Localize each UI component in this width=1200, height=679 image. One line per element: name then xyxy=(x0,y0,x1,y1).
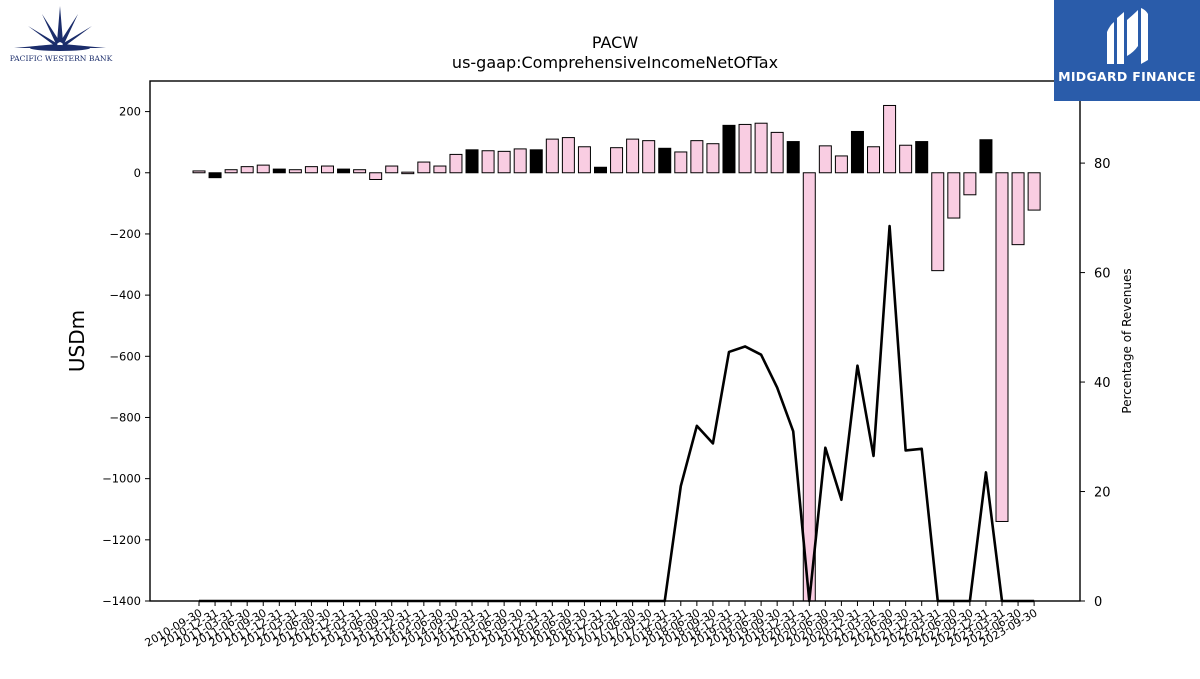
bar-2018-03-31 xyxy=(674,151,688,174)
plot-frame xyxy=(149,80,1081,602)
bar-2020-06-30 xyxy=(818,145,832,174)
bar-2021-12-31 xyxy=(915,141,929,174)
bar-2023-03-31 xyxy=(995,172,1009,522)
bar-2021-09-30 xyxy=(899,144,913,174)
y-tick-label: −800 xyxy=(109,410,141,424)
company-name: MIDGARD FINANCE xyxy=(1058,69,1196,84)
bar-2014-09-30 xyxy=(449,153,463,174)
bar-2011-09-30 xyxy=(256,164,270,174)
midgard-finance-logo: MIDGARD FINANCE xyxy=(1054,0,1200,101)
bar-2012-03-31 xyxy=(288,169,302,174)
bar-2015-12-31 xyxy=(529,149,543,174)
bar-2013-03-31 xyxy=(353,169,367,174)
bar-2011-12-31 xyxy=(272,168,286,174)
bar-2016-09-30 xyxy=(577,146,591,174)
bar-2019-03-31 xyxy=(738,123,752,174)
bar-2017-03-31 xyxy=(610,147,624,174)
y-tick-label: 200 xyxy=(119,105,141,119)
bar-2022-03-31 xyxy=(931,172,945,272)
bar-2023-06-30 xyxy=(1011,172,1025,246)
bar-2015-06-30 xyxy=(497,150,511,174)
y2-tick-label: 80 xyxy=(1094,157,1111,172)
y-tick-label: −400 xyxy=(109,288,141,302)
bar-2016-03-31 xyxy=(545,138,559,174)
chart-title: PACW xyxy=(592,33,638,52)
bar-2010-09-30 xyxy=(192,170,206,174)
bar-2015-03-31 xyxy=(481,150,495,174)
bar-2021-03-31 xyxy=(867,146,881,174)
bar-2014-12-31 xyxy=(465,149,479,174)
bar-2021-06-30 xyxy=(883,104,897,174)
percentage-line xyxy=(199,224,1035,603)
bar-2013-12-31 xyxy=(401,171,415,175)
bar-2022-12-31 xyxy=(979,139,993,174)
bar-2016-06-30 xyxy=(561,137,575,174)
bar-2020-12-31 xyxy=(850,130,864,174)
bar-2019-06-30 xyxy=(754,122,768,174)
bar-2017-09-30 xyxy=(642,140,656,174)
bar-2022-06-30 xyxy=(947,172,961,219)
starburst-icon xyxy=(14,6,106,51)
y-tick-label: −1400 xyxy=(102,594,141,608)
text-layer: 2000−200−400−600−800−1000−1200−140080604… xyxy=(65,33,1134,650)
y2-tick-label: 40 xyxy=(1094,376,1111,391)
bar-2018-06-30 xyxy=(690,140,704,174)
y2-tick-label: 60 xyxy=(1094,267,1111,282)
midgard-mark-icon xyxy=(1107,8,1148,64)
axes-layer xyxy=(145,80,1085,606)
bar-2020-03-31 xyxy=(802,172,816,602)
bar-2015-09-30 xyxy=(513,148,527,174)
bar-2011-06-30 xyxy=(240,166,254,174)
bar-2018-12-31 xyxy=(722,124,736,174)
bar-2011-03-31 xyxy=(224,169,238,174)
y-tick-label: −600 xyxy=(109,349,141,363)
bar-2020-09-30 xyxy=(834,155,848,174)
bar-2010-12-31 xyxy=(208,172,222,179)
bar-2012-06-30 xyxy=(304,166,318,174)
y-tick-label: −200 xyxy=(109,227,141,241)
y-axis-label: USDm xyxy=(65,310,89,372)
bar-2017-12-31 xyxy=(658,147,672,174)
bar-2016-12-31 xyxy=(594,166,607,174)
bars-layer xyxy=(192,104,1041,602)
y-tick-label: −1000 xyxy=(102,472,141,486)
bar-2018-09-30 xyxy=(706,143,720,174)
y2-tick-label: 0 xyxy=(1094,595,1102,610)
bar-2022-09-30 xyxy=(963,172,977,196)
bar-2023-09-30 xyxy=(1027,172,1041,211)
bar-2019-12-31 xyxy=(786,141,800,174)
y2-axis-label: Percentage of Revenues xyxy=(1120,268,1134,413)
bar-2014-03-31 xyxy=(417,161,431,174)
bar-2013-06-30 xyxy=(369,172,383,180)
bar-2014-06-30 xyxy=(433,165,447,174)
pacific-western-bank-logo: PACIFIC WESTERN BANK xyxy=(2,4,120,66)
y2-tick-label: 20 xyxy=(1094,486,1111,501)
bank-name: PACIFIC WESTERN BANK xyxy=(9,54,113,63)
bar-2019-09-30 xyxy=(770,131,784,174)
y-tick-label: 0 xyxy=(134,166,141,180)
chart-subtitle: us-gaap:ComprehensiveIncomeNetOfTax xyxy=(452,53,778,72)
bar-2012-12-31 xyxy=(337,168,351,174)
bar-2012-09-30 xyxy=(320,165,334,174)
bar-2017-06-30 xyxy=(626,138,640,174)
bar-2013-09-30 xyxy=(385,165,399,174)
y-tick-label: −1200 xyxy=(102,533,141,547)
percentage-line-layer xyxy=(199,224,1035,603)
